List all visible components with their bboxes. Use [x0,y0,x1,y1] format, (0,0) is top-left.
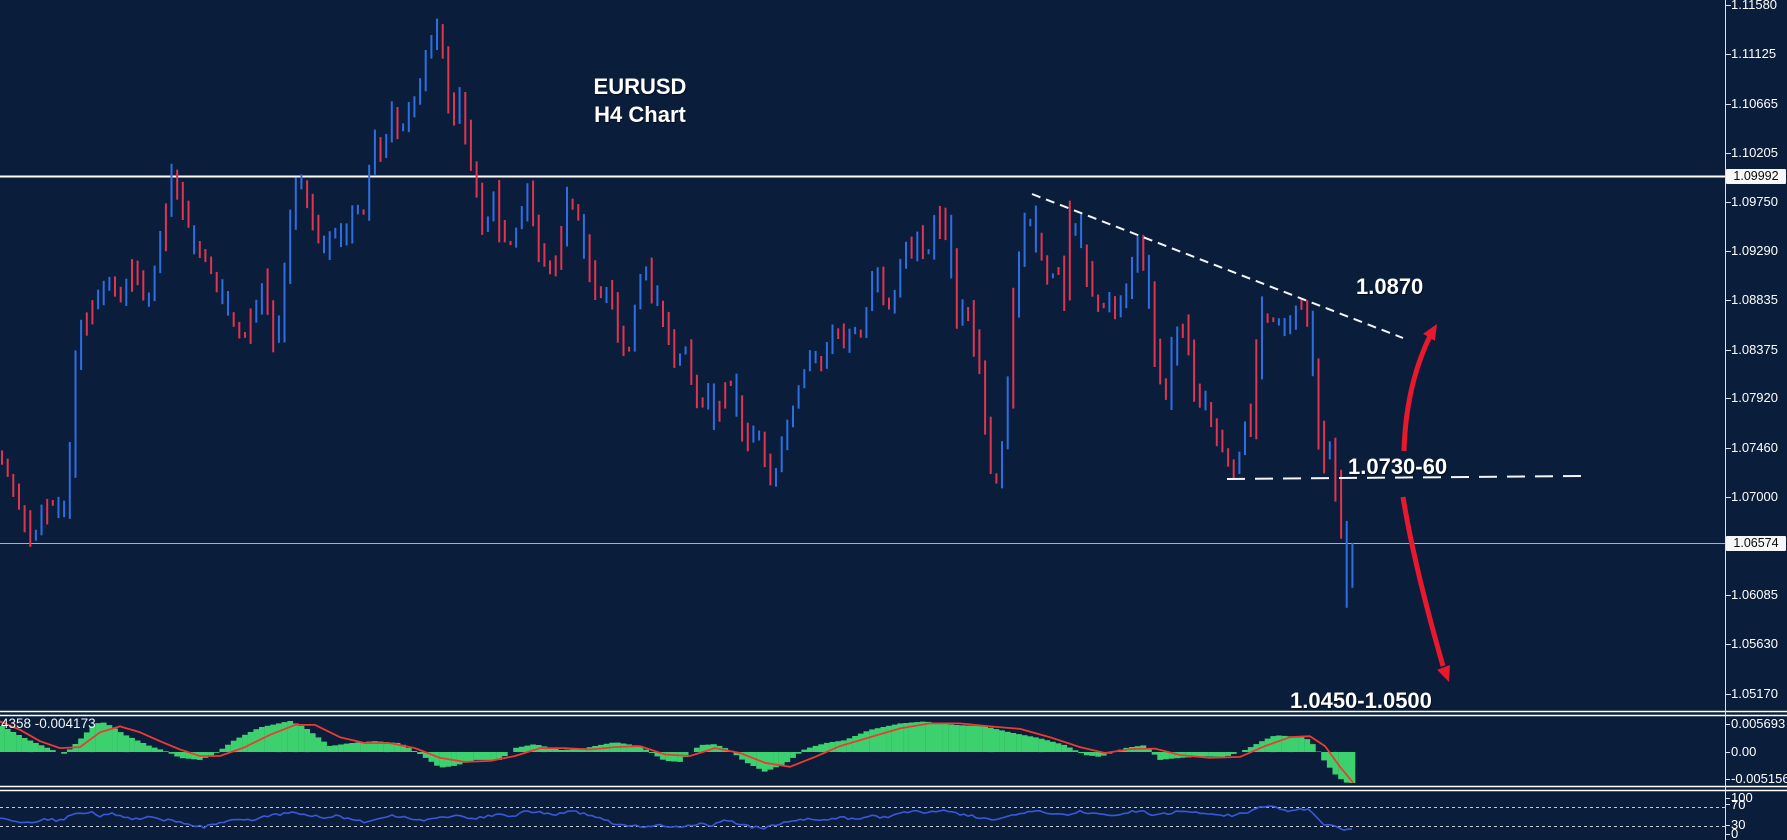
price-tick-label: 1.07460 [1731,440,1778,455]
resistance-price-label: 1.0870 [1356,274,1424,299]
price-tick-label: 1.06085 [1731,587,1778,602]
price-tick-label: 1.09290 [1731,243,1778,258]
rsi-line [0,805,1353,832]
current-price-box: 1.06574 [1726,536,1786,551]
rsi-scale-30-label: 30 [1731,817,1746,832]
rsi-scale-100-label: 100 [1731,790,1753,805]
rsi-scale-70-label: 70 [1731,797,1746,812]
downside-target-label: 1.0450-1.0500 [1290,688,1432,713]
price-tick-label: 1.05170 [1731,686,1778,701]
price-tick-label: 1.11125 [1731,46,1777,61]
price-tick-label: 1.08835 [1731,292,1778,307]
macd-scale-max-label: 0.005693 [1731,716,1786,731]
price-bars [1,18,1354,608]
price-tick-label: 1.08375 [1731,342,1778,357]
rsi-scale-0-label: 0 [1731,826,1739,840]
indicator-value-readout: 4358 -0.004173 [1,716,96,731]
price-tick-label: 1.11580 [1731,0,1778,12]
macd-scale-zero-label: 0.00 [1731,744,1757,759]
support-zone-price-label: 1.0730-60 [1348,454,1448,479]
macd-scale-min-label: -0.005156 [1731,771,1787,786]
price-tick-label: 1.07000 [1731,489,1778,504]
macd-histogram [0,721,1356,783]
price-tick-label: 1.10205 [1731,145,1778,160]
macd-signal-line [0,720,1354,784]
price-tick-label: 1.10665 [1731,96,1778,111]
chart-title-timeframe: H4 Chart [594,102,686,127]
price-tick-label: 1.05630 [1731,636,1778,651]
upper-line-price-box: 1.09992 [1726,169,1786,184]
price-tick-label: 1.07920 [1731,390,1778,405]
chart-title-symbol: EURUSD [593,74,687,99]
price-tick-label: 1.09750 [1731,194,1778,209]
